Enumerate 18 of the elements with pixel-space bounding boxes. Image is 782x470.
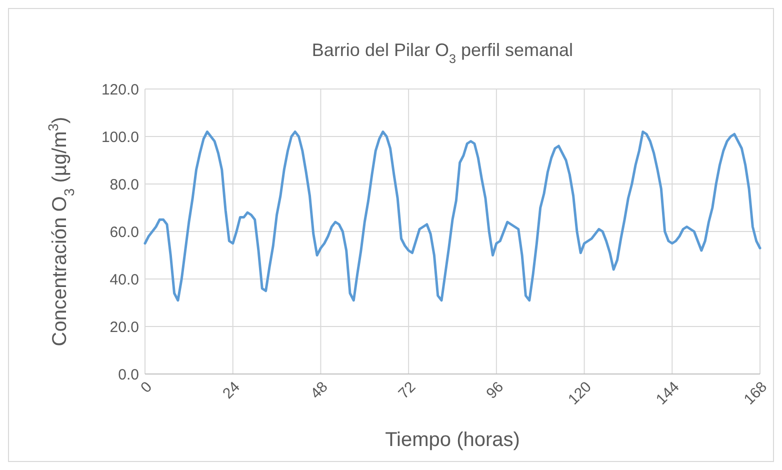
y-tick-label: 120.0 (101, 81, 139, 98)
x-axis-title: Tiempo (horas) (385, 429, 520, 451)
x-tick-label: 24 (220, 378, 244, 402)
x-tick-label: 0 (138, 378, 156, 396)
x-tick-label: 72 (395, 378, 420, 402)
x-tick-label: 48 (307, 378, 332, 402)
y-tick-label: 20.0 (110, 318, 139, 336)
x-tick-label: 120 (565, 378, 595, 408)
y-tick-label: 100.0 (101, 128, 139, 146)
line-series (144, 130, 762, 302)
x-tick-label: 144 (652, 378, 683, 408)
chart-title: Barrio del Pilar O$_{3}$ perfil semanal (312, 40, 574, 66)
y-tick-label: 0.0 (118, 366, 139, 384)
x-tick-label: 96 (483, 378, 507, 402)
y-tick-label: 40.0 (110, 271, 139, 288)
y-tick-label: 60.0 (110, 224, 139, 241)
x-tick-label: 168 (740, 378, 771, 408)
y-tick-label: 80.0 (110, 176, 139, 194)
